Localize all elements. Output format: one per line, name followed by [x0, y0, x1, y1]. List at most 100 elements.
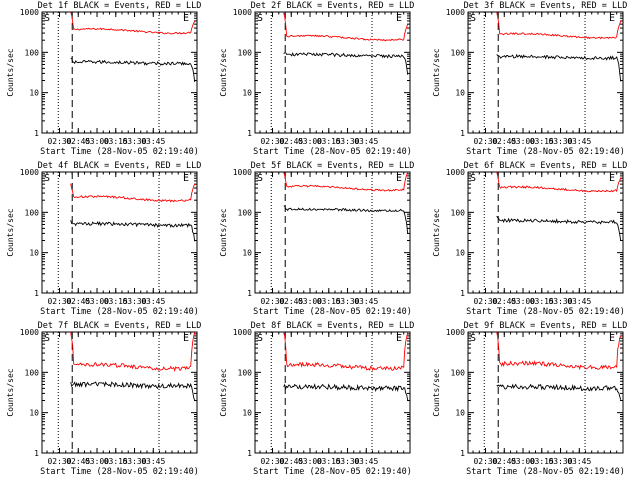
lld-rate-line [496, 331, 622, 371]
lld-rate-line [70, 183, 196, 203]
x-tick-label: 03:15 [530, 457, 554, 466]
y-tick-label: 100 [451, 48, 466, 57]
x-axis-label: Start Time (28-Nov-05 02:19:40) [466, 147, 625, 157]
x-tick-label: 03:00 [511, 137, 535, 146]
y-tick-label: 10 [242, 409, 252, 418]
x-tick-label: 03:45 [567, 137, 591, 146]
events-rate-line [283, 205, 409, 234]
x-tick-label: 03:15 [104, 297, 128, 306]
y-tick-label: 100 [25, 208, 40, 217]
panel-det-7: Det 7f BLACK = Events, RED = LLD 1 10 100 10… [6, 321, 201, 477]
lld-rate-line [283, 12, 409, 42]
x-tick-label: 03:15 [104, 137, 128, 146]
start-marker: S [44, 333, 50, 344]
y-tick-label: 1 [34, 129, 39, 138]
y-axis-label: Counts/sec [6, 208, 15, 256]
x-tick-label: 02:45 [279, 457, 303, 466]
y-tick-label: 1000 [446, 168, 465, 177]
panel-det-1: Det 1f BLACK = Events, RED = LLD 1 10 100 10… [6, 1, 201, 157]
x-tick-label: 03:00 [298, 457, 322, 466]
x-tick-label: 03:30 [122, 137, 146, 146]
x-tick-label: 03:45 [567, 457, 591, 466]
events-rate-line [70, 220, 196, 242]
panel-det-8: Det 8f BLACK = Events, RED = LLD 1 10 100 10… [219, 321, 414, 477]
start-marker: S [44, 173, 50, 184]
y-tick-label: 100 [451, 208, 466, 217]
end-marker: E [183, 333, 189, 344]
panel-title: Det 6f BLACK = Events, RED = LLD [464, 161, 628, 171]
x-tick-label: 02:30 [473, 297, 497, 306]
y-axis-label: Counts/sec [6, 48, 15, 96]
y-tick-label: 100 [25, 368, 40, 377]
y-tick-label: 1 [34, 449, 39, 458]
x-axis-label: Start Time (28-Nov-05 02:19:40) [253, 307, 412, 317]
y-tick-label: 10 [242, 89, 252, 98]
y-axis-label: Counts/sec [219, 208, 228, 256]
x-tick-label: 02:30 [260, 137, 284, 146]
y-tick-label: 10 [455, 249, 465, 258]
plot-frame [254, 331, 411, 454]
y-tick-label: 1000 [20, 168, 39, 177]
y-tick-label: 1000 [446, 8, 465, 17]
y-tick-label: 1 [34, 289, 39, 298]
x-tick-label: 02:30 [473, 457, 497, 466]
y-tick-label: 1 [460, 289, 465, 298]
y-tick-label: 1 [247, 289, 252, 298]
plot-frame [467, 171, 624, 294]
y-tick-label: 1000 [446, 328, 465, 337]
lld-rate-line [283, 331, 409, 371]
events-rate-line [496, 53, 622, 82]
y-tick-label: 10 [455, 89, 465, 98]
x-tick-label: 03:15 [104, 457, 128, 466]
x-tick-label: 03:00 [85, 297, 109, 306]
x-tick-label: 03:15 [530, 297, 554, 306]
x-tick-label: 02:30 [260, 297, 284, 306]
y-axis-label: Counts/sec [219, 48, 228, 96]
end-marker: E [183, 13, 189, 24]
end-marker: E [609, 333, 615, 344]
panel-det-3: Det 3f BLACK = Events, RED = LLD 1 10 100 10… [432, 1, 627, 157]
panel-title: Det 1f BLACK = Events, RED = LLD [38, 1, 202, 11]
y-tick-label: 10 [29, 249, 39, 258]
end-marker: E [396, 333, 402, 344]
plot-frame [41, 331, 198, 454]
panel-title: Det 9f BLACK = Events, RED = LLD [464, 321, 628, 331]
events-rate-line [283, 383, 409, 401]
y-tick-label: 10 [29, 409, 39, 418]
x-tick-label: 03:00 [85, 457, 109, 466]
x-tick-label: 03:45 [141, 457, 165, 466]
events-rate-line [70, 57, 196, 83]
x-tick-label: 02:45 [66, 457, 90, 466]
x-tick-label: 03:00 [298, 297, 322, 306]
x-axis-label: Start Time (28-Nov-05 02:19:40) [466, 467, 625, 477]
x-tick-label: 02:30 [47, 297, 71, 306]
x-tick-label: 02:45 [492, 457, 516, 466]
y-tick-label: 10 [29, 89, 39, 98]
x-tick-label: 03:00 [511, 457, 535, 466]
panel-det-5: Det 5f BLACK = Events, RED = LLD 1 10 100 10… [219, 161, 414, 317]
x-axis-label: Start Time (28-Nov-05 02:19:40) [253, 467, 412, 477]
x-tick-label: 03:30 [548, 457, 572, 466]
plot-frame [41, 171, 198, 294]
x-tick-label: 03:45 [354, 137, 378, 146]
x-tick-label: 02:30 [47, 457, 71, 466]
x-tick-label: 02:30 [47, 137, 71, 146]
end-marker: E [396, 13, 402, 24]
y-tick-label: 100 [451, 368, 466, 377]
lld-rate-line [496, 171, 622, 193]
y-tick-label: 1 [460, 449, 465, 458]
x-tick-label: 02:45 [66, 297, 90, 306]
x-tick-label: 03:15 [530, 137, 554, 146]
panel-title: Det 3f BLACK = Events, RED = LLD [464, 1, 628, 11]
y-tick-label: 100 [238, 48, 253, 57]
panel-title: Det 2f BLACK = Events, RED = LLD [251, 1, 415, 11]
plot-frame [254, 171, 411, 294]
plot-frame [41, 11, 198, 134]
x-tick-label: 03:30 [548, 297, 572, 306]
y-tick-label: 100 [238, 368, 253, 377]
x-tick-label: 03:30 [548, 137, 572, 146]
x-tick-label: 03:00 [511, 297, 535, 306]
end-marker: E [396, 173, 402, 184]
y-tick-label: 1 [247, 449, 252, 458]
